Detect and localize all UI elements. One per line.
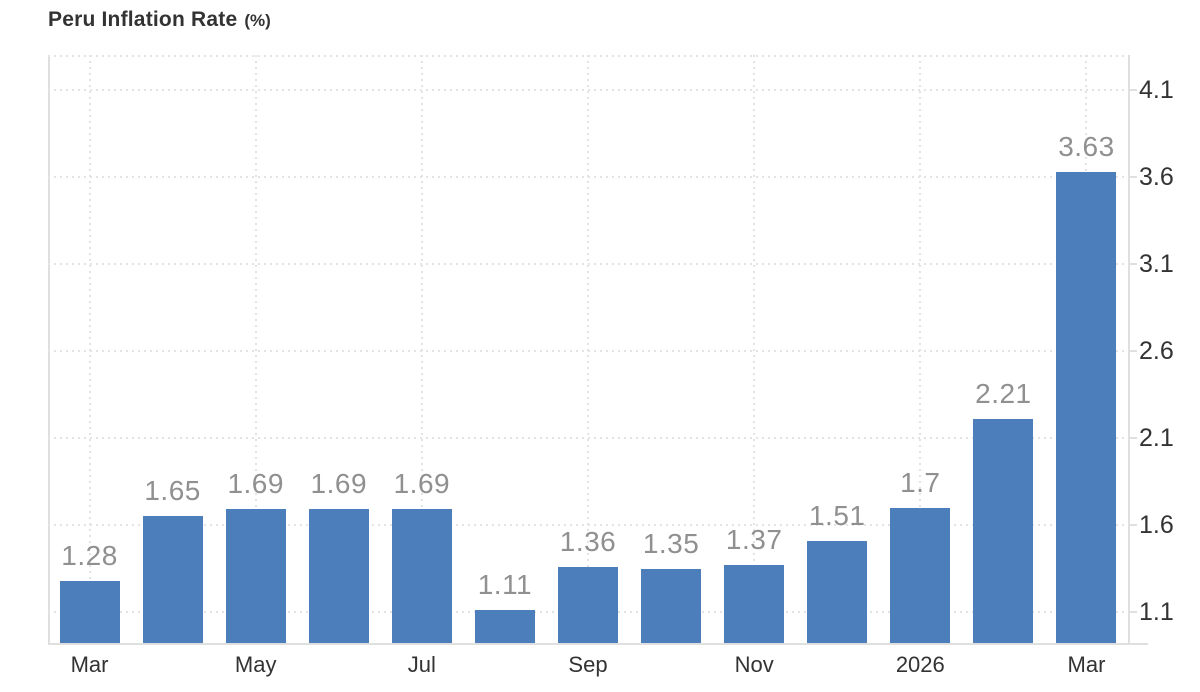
y-axis-tick (1128, 350, 1137, 353)
bar-value-label: 1.69 (393, 468, 451, 500)
y-axis-label: 2.1 (1139, 424, 1174, 453)
x-axis-label: Mar (1067, 652, 1106, 677)
y-axis-tick (1128, 176, 1137, 179)
bar[interactable] (890, 507, 951, 643)
y-axis-label: 2.6 (1139, 337, 1174, 366)
y-axis-tick (1128, 437, 1137, 440)
y-axis-tick (1128, 524, 1137, 527)
bar-value-label: 1.36 (559, 525, 617, 557)
plot-left-border (48, 57, 50, 643)
x-axis-label: Mar (70, 652, 109, 677)
bar[interactable] (308, 509, 369, 643)
bar[interactable] (59, 580, 120, 643)
bar[interactable] (225, 509, 286, 643)
bar[interactable] (973, 418, 1034, 643)
bar[interactable] (807, 540, 868, 643)
bar-value-label: 1.69 (310, 468, 368, 500)
y-axis-label: 4.1 (1139, 76, 1174, 105)
v-gridline (254, 55, 257, 643)
bar[interactable] (558, 566, 618, 643)
v-gridline (919, 55, 922, 643)
bar[interactable] (724, 565, 785, 643)
y-axis-line (1128, 55, 1130, 645)
x-axis-label: Nov (734, 652, 774, 677)
bar-value-label: 1.69 (227, 468, 284, 500)
y-axis-label: 1.1 (1139, 598, 1174, 627)
y-axis-label: 3.1 (1139, 250, 1174, 279)
chart-title-row: Peru Inflation Rate (%) (48, 8, 271, 32)
bar-value-label: 1.51 (808, 499, 866, 531)
bar[interactable] (391, 509, 452, 643)
bar-value-label: 1.11 (477, 569, 533, 601)
x-axis-line (48, 643, 1148, 645)
bar[interactable] (474, 610, 535, 643)
y-axis-tick (1128, 263, 1137, 266)
x-axis-label: Sep (568, 652, 608, 677)
bar-value-label: 1.65 (144, 475, 201, 507)
bar-value-label: 2.21 (975, 377, 1032, 409)
bar-value-label: 1.37 (725, 524, 783, 556)
x-axis-label: May (234, 652, 277, 677)
bar[interactable] (1056, 171, 1117, 643)
y-axis-label: 1.6 (1139, 511, 1174, 540)
page-title-suffix: (%) (244, 11, 271, 30)
x-axis-label: 2026 (895, 652, 945, 677)
v-gridline (587, 55, 589, 643)
plot-area: 1.28 1.65 1.69 1.69 1.69 1.11 1.36 1.35 1.37 1.51… (48, 55, 1128, 643)
bar-value-label: 1.7 (900, 466, 941, 498)
v-gridline (753, 55, 756, 643)
bar[interactable] (142, 516, 203, 643)
bar-value-label: 3.63 (1058, 130, 1115, 162)
y-axis-tick (1128, 611, 1137, 614)
bar-value-label: 1.28 (61, 539, 118, 571)
page-title: Peru Inflation Rate (48, 8, 238, 31)
x-axis-label: Jul (407, 652, 436, 677)
bar-value-label: 1.35 (642, 527, 700, 559)
v-gridline (420, 55, 423, 643)
v-gridline (88, 55, 91, 643)
y-axis-tick (1128, 89, 1137, 92)
y-axis-label: 3.6 (1139, 163, 1174, 192)
bar[interactable] (641, 568, 702, 643)
